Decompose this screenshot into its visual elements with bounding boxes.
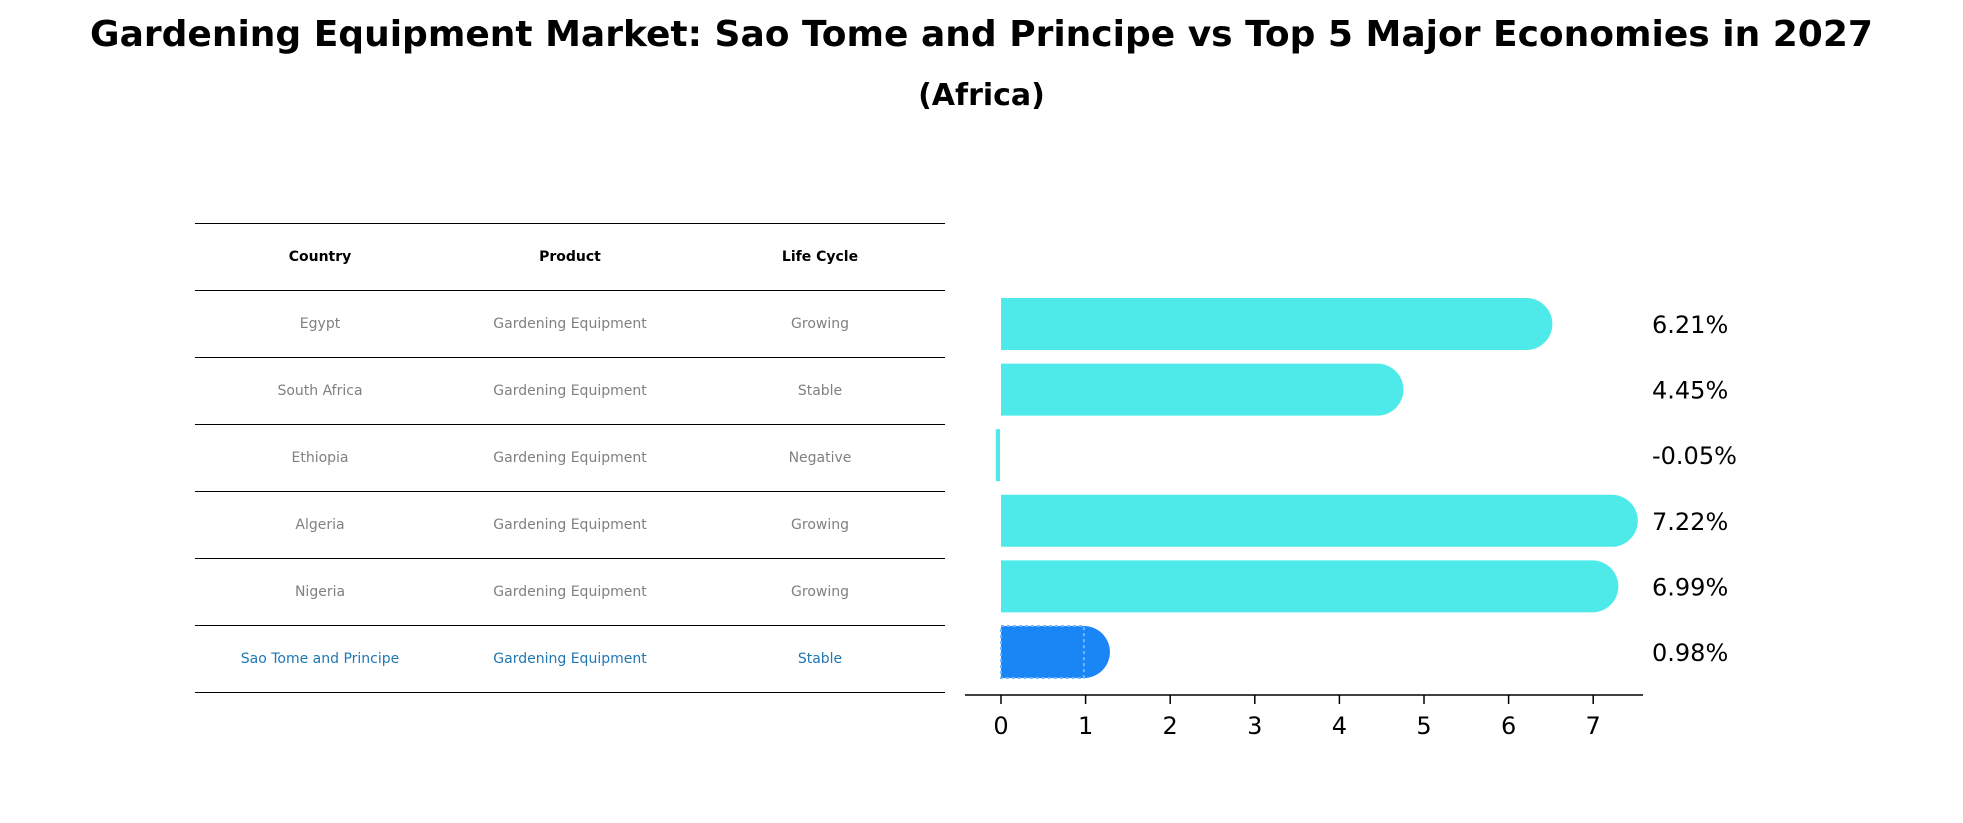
bar	[995, 429, 1000, 482]
bar-value-label: -0.05%	[1652, 442, 1737, 470]
cell-life-cycle: Negative	[695, 424, 945, 492]
header-life-cycle: Life Cycle	[695, 223, 945, 291]
cell-product: Gardening Equipment	[445, 558, 695, 626]
x-tick-label: 6	[1501, 712, 1516, 740]
x-tick-label: 1	[1078, 712, 1093, 740]
x-tick-label: 3	[1247, 712, 1262, 740]
bar	[1001, 494, 1638, 547]
cell-product: Gardening Equipment	[445, 491, 695, 559]
bar-value-label: 7.22%	[1652, 508, 1728, 536]
bar	[1001, 363, 1404, 416]
table-row-highlighted: Sao Tome and Principe Gardening Equipmen…	[195, 625, 945, 693]
header-country: Country	[195, 223, 445, 291]
cell-country: Nigeria	[195, 558, 445, 626]
table-row: Egypt Gardening Equipment Growing	[195, 290, 945, 358]
chart-title: Gardening Equipment Market: Sao Tome and…	[90, 14, 1873, 55]
x-tick-label: 4	[1332, 712, 1347, 740]
cell-product: Gardening Equipment	[445, 625, 695, 693]
bar-value-label: 0.98%	[1652, 639, 1728, 667]
cell-product: Gardening Equipment	[445, 290, 695, 358]
cell-product: Gardening Equipment	[445, 424, 695, 492]
x-tick-label: 2	[1163, 712, 1178, 740]
table-row: Algeria Gardening Equipment Growing	[195, 491, 945, 559]
bar-highlighted	[1001, 626, 1110, 678]
cell-life-cycle: Stable	[695, 625, 945, 693]
bar	[1001, 298, 1553, 350]
cell-product: Gardening Equipment	[445, 357, 695, 425]
market-table: Country Product Life Cycle Egypt Gardeni…	[195, 223, 945, 693]
bar	[1001, 560, 1619, 613]
cell-life-cycle: Stable	[695, 357, 945, 425]
chart-subtitle: (Africa)	[918, 78, 1045, 113]
table-row: South Africa Gardening Equipment Stable	[195, 357, 945, 425]
bar-value-label: 4.45%	[1652, 377, 1728, 405]
table-row: Ethiopia Gardening Equipment Negative	[195, 424, 945, 492]
bar-highlight-outline	[1000, 625, 1085, 679]
cell-country: Sao Tome and Principe	[195, 625, 445, 693]
cell-life-cycle: Growing	[695, 558, 945, 626]
cell-country: Egypt	[195, 290, 445, 358]
cell-life-cycle: Growing	[695, 290, 945, 358]
x-tick-label: 5	[1416, 712, 1431, 740]
cell-country: Algeria	[195, 491, 445, 559]
header-product: Product	[445, 223, 695, 291]
cell-country: Ethiopia	[195, 424, 445, 492]
bar-value-label: 6.21%	[1652, 311, 1728, 339]
cell-life-cycle: Growing	[695, 491, 945, 559]
bar-value-label: 6.99%	[1652, 573, 1728, 601]
cell-country: South Africa	[195, 357, 445, 425]
table-row: Nigeria Gardening Equipment Growing	[195, 558, 945, 626]
x-tick-label: 7	[1586, 712, 1601, 740]
table-header-row: Country Product Life Cycle	[195, 223, 945, 291]
x-tick-label: 0	[993, 712, 1008, 740]
